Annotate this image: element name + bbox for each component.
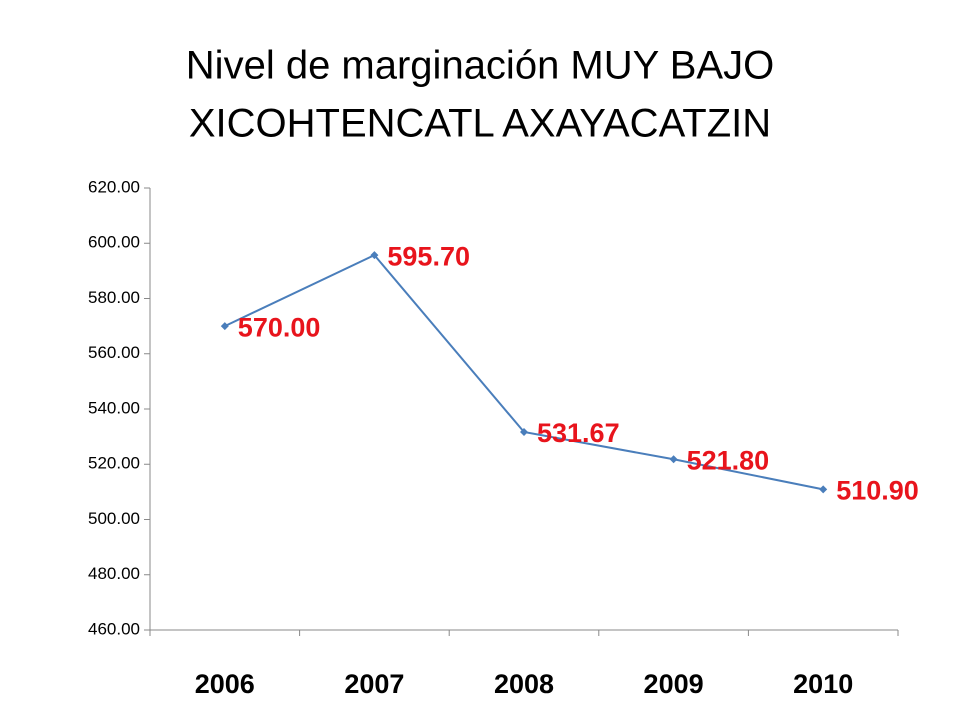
chart-title: Nivel de marginación MUY BAJO: [186, 44, 774, 88]
value-label: 570.00: [238, 312, 321, 342]
y-tick-label: 480.00: [88, 564, 140, 583]
y-tick-label: 560.00: [88, 343, 140, 362]
value-label: 521.80: [687, 445, 770, 475]
y-tick-label: 580.00: [88, 288, 140, 307]
marker: [669, 455, 678, 464]
marker: [220, 322, 229, 331]
marker: [520, 428, 528, 437]
x-tick-label: 2010: [793, 669, 853, 699]
value-label: 510.90: [836, 476, 919, 506]
chart-title: XICOHTENCATL AXAYACATZIN: [189, 102, 771, 146]
marker: [819, 485, 828, 494]
y-tick-label: 540.00: [88, 398, 140, 417]
x-tick-label: 2007: [344, 669, 404, 699]
x-tick-label: 2006: [195, 669, 255, 699]
y-tick-label: 620.00: [88, 177, 140, 196]
y-tick-label: 520.00: [88, 454, 140, 473]
y-tick-label: 600.00: [88, 233, 140, 252]
x-tick-label: 2009: [644, 669, 704, 699]
value-label: 531.67: [537, 418, 620, 448]
y-tick-label: 500.00: [88, 509, 140, 528]
marker: [370, 251, 379, 260]
y-tick-label: 460.00: [88, 619, 140, 638]
value-label: 595.70: [387, 241, 470, 271]
x-tick-label: 2008: [494, 669, 554, 699]
